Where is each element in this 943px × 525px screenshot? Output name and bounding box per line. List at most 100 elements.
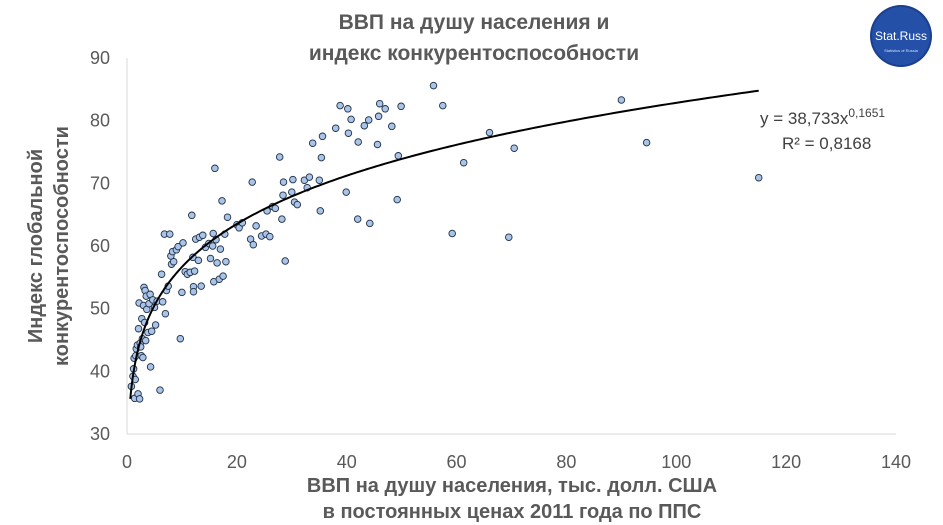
- equation-exponent: 0,1651: [848, 106, 885, 120]
- data-point: [278, 215, 286, 223]
- data-point: [360, 121, 369, 130]
- data-point: [347, 115, 355, 124]
- data-point: [179, 239, 187, 247]
- y-tick-label: 50: [90, 299, 110, 319]
- data-point: [216, 245, 225, 253]
- statruss-logo: Stat.Russ Statistics of Russia: [870, 5, 932, 67]
- y-tick-labels: 30 40 50 60 70 80 90: [90, 48, 110, 444]
- x-tick-label: 40: [337, 452, 357, 472]
- chart-title-line2: индекс конкурентоспособности: [309, 42, 639, 65]
- data-point: [366, 219, 374, 228]
- data-point: [318, 132, 327, 141]
- data-point: [754, 173, 763, 182]
- data-point: [190, 267, 199, 275]
- data-point: [374, 112, 383, 121]
- y-tick-label: 70: [90, 173, 110, 193]
- data-point: [448, 229, 456, 238]
- data-point: [281, 257, 289, 265]
- data-point: [354, 138, 362, 146]
- data-point: [279, 191, 287, 199]
- x-tick-label: 20: [227, 452, 247, 472]
- data-point: [156, 386, 164, 394]
- y-tick-label: 40: [90, 361, 110, 381]
- y-axis-title-line2: конкурентоспособности: [51, 126, 73, 366]
- data-point: [147, 327, 156, 335]
- data-point: [393, 195, 401, 204]
- data-point: [209, 229, 217, 238]
- x-tick-label: 80: [556, 452, 576, 472]
- data-point: [166, 230, 174, 238]
- data-point: [364, 116, 373, 124]
- data-point: [223, 213, 232, 221]
- data-point: [135, 395, 144, 403]
- data-point: [353, 215, 362, 223]
- data-point: [176, 334, 185, 343]
- data-point: [218, 197, 226, 205]
- data-point: [222, 257, 230, 266]
- data-point: [439, 101, 447, 110]
- data-point: [505, 233, 513, 241]
- data-point: [331, 124, 340, 132]
- data-point: [141, 336, 150, 345]
- data-point: [279, 178, 288, 186]
- data-point: [315, 176, 324, 184]
- data-point: [174, 242, 182, 251]
- x-tick-label: 120: [771, 452, 801, 472]
- data-point: [275, 153, 284, 161]
- data-point: [206, 254, 215, 263]
- y-tick-label: 80: [90, 111, 110, 131]
- data-point: [642, 138, 651, 147]
- data-point: [248, 178, 256, 186]
- x-tick-label: 100: [661, 452, 691, 472]
- data-point: [219, 272, 227, 280]
- data-point: [213, 259, 221, 267]
- data-point: [146, 363, 155, 371]
- data-point: [381, 105, 389, 113]
- data-point: [169, 257, 178, 266]
- data-point: [158, 298, 167, 306]
- data-point: [139, 353, 147, 362]
- logo-text: Stat.Russ: [875, 29, 927, 43]
- data-point: [252, 222, 260, 230]
- data-point: [344, 129, 353, 137]
- x-axis-title-line2: в постоянных ценах 2011 года по ППС: [323, 501, 702, 523]
- data-point: [208, 242, 217, 250]
- data-point: [211, 164, 219, 173]
- data-point: [271, 204, 280, 213]
- data-point: [308, 139, 317, 147]
- data-point: [189, 287, 198, 296]
- x-tick-label: 60: [447, 452, 467, 472]
- data-point: [266, 232, 274, 241]
- data-point: [151, 321, 160, 329]
- y-tick-label: 30: [90, 424, 110, 444]
- y-axis-title-line1: Индекс глобальной: [25, 149, 47, 343]
- x-tick-label: 140: [881, 452, 911, 472]
- data-point: [373, 140, 382, 149]
- data-point: [317, 153, 326, 162]
- x-tick-label: 0: [122, 452, 132, 472]
- trendline-equation: y = 38,733x0,1651: [760, 106, 885, 128]
- data-point: [293, 200, 302, 209]
- data-point: [429, 81, 438, 90]
- equation-main: y = 38,733x: [760, 109, 849, 128]
- trendline: [129, 89, 759, 399]
- data-point: [617, 96, 626, 104]
- data-point: [394, 152, 403, 160]
- data-point: [305, 173, 314, 181]
- data-point: [197, 282, 205, 290]
- data-point: [316, 207, 325, 215]
- data-point: [375, 99, 384, 108]
- x-axis-title-line1: ВВП на душу населения, тыс. долл. США: [307, 475, 717, 497]
- y-tick-label: 60: [90, 236, 110, 256]
- data-point: [161, 309, 170, 318]
- data-point: [510, 144, 518, 152]
- data-point: [134, 324, 143, 333]
- data-point: [249, 240, 258, 249]
- data-point: [289, 175, 297, 184]
- y-tick-label: 90: [90, 48, 110, 68]
- data-point: [336, 101, 344, 110]
- data-point: [199, 231, 207, 240]
- scatter-points: [127, 81, 763, 403]
- data-point: [485, 128, 494, 137]
